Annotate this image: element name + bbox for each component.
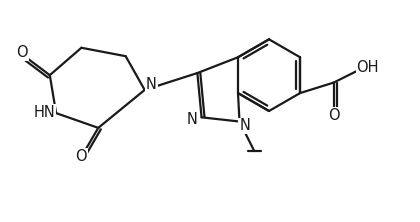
Text: OH: OH <box>356 60 379 75</box>
Text: O: O <box>76 149 87 164</box>
Text: O: O <box>16 45 28 60</box>
Text: N: N <box>146 77 157 92</box>
Text: O: O <box>328 107 340 123</box>
Text: N: N <box>239 118 250 133</box>
Text: HN: HN <box>34 105 55 120</box>
Text: N: N <box>187 112 198 127</box>
